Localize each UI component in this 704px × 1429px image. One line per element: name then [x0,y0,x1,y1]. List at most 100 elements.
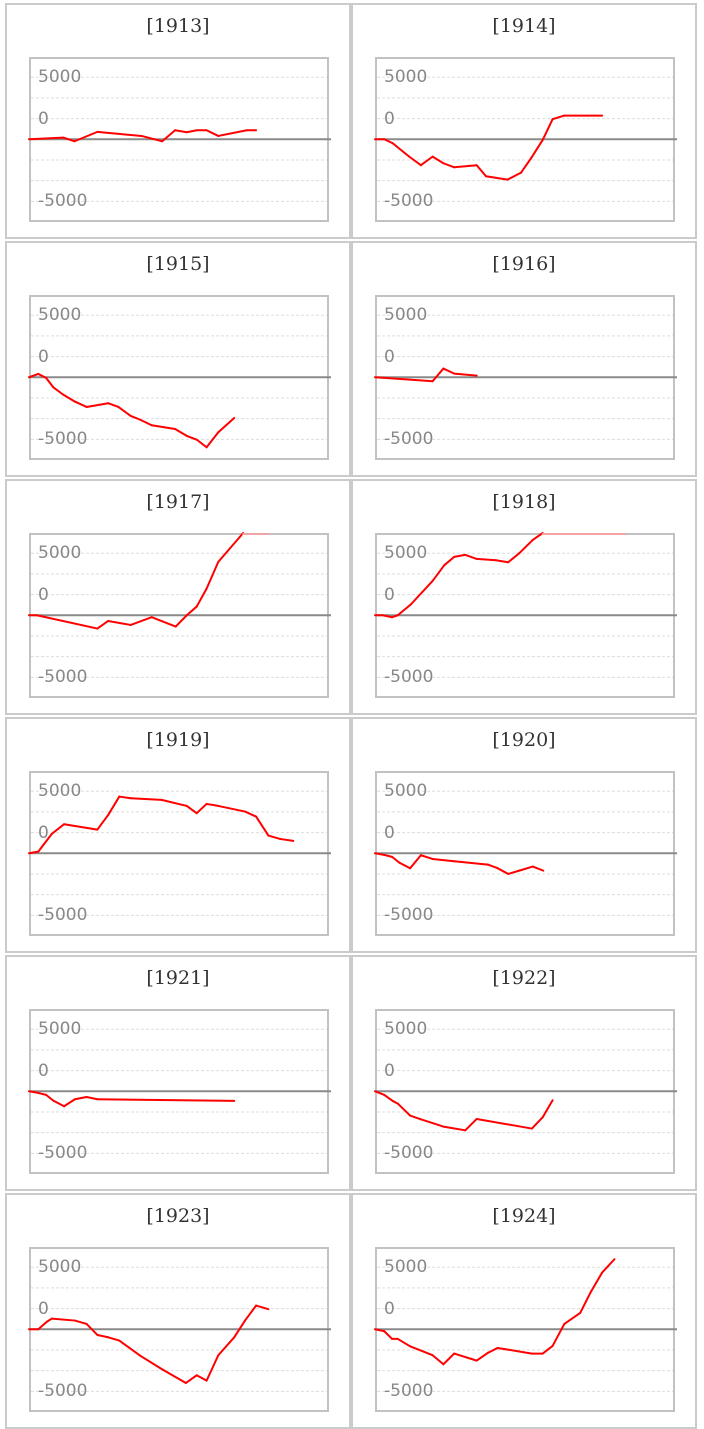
series-line-segment [129,797,163,801]
y-tick-label: 5000 [384,67,428,88]
series-line-segment [496,1346,533,1355]
series-line-segment [174,427,188,437]
chart-panel: [1924] 5000 0 -5000 [351,1193,697,1429]
plot-svg [374,1028,677,1154]
series-line-segment [185,434,198,441]
y-tick-label: -5000 [384,667,434,688]
series-line-segment [409,1114,422,1121]
series-line-segment [150,616,177,628]
y-tick-label: -5000 [38,429,88,450]
series-line-segment [217,532,245,563]
series-line-segment [129,616,153,626]
chart-panel: [1919] 5000 0 -5000 [5,717,351,953]
plot-svg [374,1258,677,1392]
chart-title: [1916] [492,253,556,275]
y-tick-label: -5000 [384,1143,434,1164]
y-tick-label: 0 [38,584,49,605]
series-line-segment [396,1102,412,1117]
series-line-segment [73,400,88,408]
plot-svg [374,790,677,916]
series-line-segment [107,619,132,626]
y-tick-label: -5000 [38,667,88,688]
series-line-segment [205,802,220,807]
series-line-segment [485,175,509,181]
series-line-segment [381,614,394,619]
series-line-segment [475,1351,489,1362]
series-line-segment [160,1367,187,1384]
series-line-segment [453,1352,478,1362]
series-line-segment [442,1352,456,1366]
y-tick-label: 0 [38,346,49,367]
y-tick-label: 5000 [384,543,428,564]
series-line-segment [85,1095,99,1101]
series-line-segment [464,1117,478,1132]
series-line-segment [507,552,521,564]
series-line-segment [50,823,66,835]
series-line-segment [63,1098,76,1108]
series-line-segment [551,1322,566,1347]
y-tick-label: -5000 [384,429,434,450]
y-tick-label: 5000 [384,1019,428,1040]
chart-panel: [1915] 5000 0 -5000 [5,241,351,477]
series-line-segment [96,1098,236,1102]
chart-panel: [1922] 5000 0 -5000 [351,955,697,1191]
chart-panel: [1913] 5000 0 -5000 [5,3,351,239]
series-line-segment [453,164,478,169]
y-tick-label: 5000 [38,543,82,564]
series-line-segment [107,402,120,408]
plot-svg [374,76,677,202]
series-line-segment [551,114,566,121]
chart-panel: [1918] 5000 0 -5000 [351,479,697,715]
series-line-segment [475,1117,533,1130]
plot-area: 5000 0 -5000 [374,57,677,222]
series-line-segment [419,155,434,167]
series-line-segment [185,605,198,617]
plot-area: 5000 0 -5000 [374,771,677,936]
series-line-segment [409,854,422,870]
y-tick-label: -5000 [384,1381,434,1402]
plot-area: 5000 0 -5000 [374,1009,677,1174]
series-line-segment [37,832,53,853]
series-line-segment [118,795,132,800]
series-line-segment [62,393,76,403]
plot-area: 5000 0 -5000 [28,295,331,460]
plot-area: 5000 0 -5000 [374,1247,677,1412]
plot-area: 5000 0 -5000 [28,532,331,698]
series-line-segment [431,367,445,383]
series-line-segment [579,1290,592,1314]
plot-area: 5000 0 -5000 [374,295,677,460]
series-line-segment [431,155,445,165]
series-line-segment [174,129,188,134]
series-line-segment [374,376,434,383]
series-line-segment [217,1336,236,1357]
series-line-segment [195,802,208,815]
y-tick-label: -5000 [38,1143,88,1164]
series-line-segment [45,376,55,389]
series-line-segment [541,118,554,141]
y-tick-label: 5000 [38,1019,82,1040]
y-tick-label: -5000 [38,1381,88,1402]
series-line-segment [37,1091,48,1096]
y-tick-label: -5000 [38,191,88,212]
chart-panel: [1916] 5000 0 -5000 [351,241,697,477]
y-tick-label: 0 [38,822,49,843]
series-line-segment [601,1258,616,1274]
series-line-segment [507,869,521,875]
series-line-segment [442,367,456,375]
series-line-segment [73,130,99,143]
y-tick-label: 5000 [38,781,82,802]
series-line-segment [486,863,499,870]
series-line-segment [410,579,434,606]
series-line-segment [217,416,236,434]
y-tick-label: -5000 [384,905,434,926]
series-line-segment [431,857,456,863]
series-line-segment [205,560,220,590]
series-line-segment [419,854,434,860]
y-tick-label: 0 [384,1060,395,1081]
series-line-segment [117,405,132,417]
series-line-segment [396,603,412,617]
chart-title: [1922] [492,967,556,989]
series-line-segment [518,538,534,555]
series-line-segment [442,1125,467,1132]
series-line-segment [475,557,497,562]
